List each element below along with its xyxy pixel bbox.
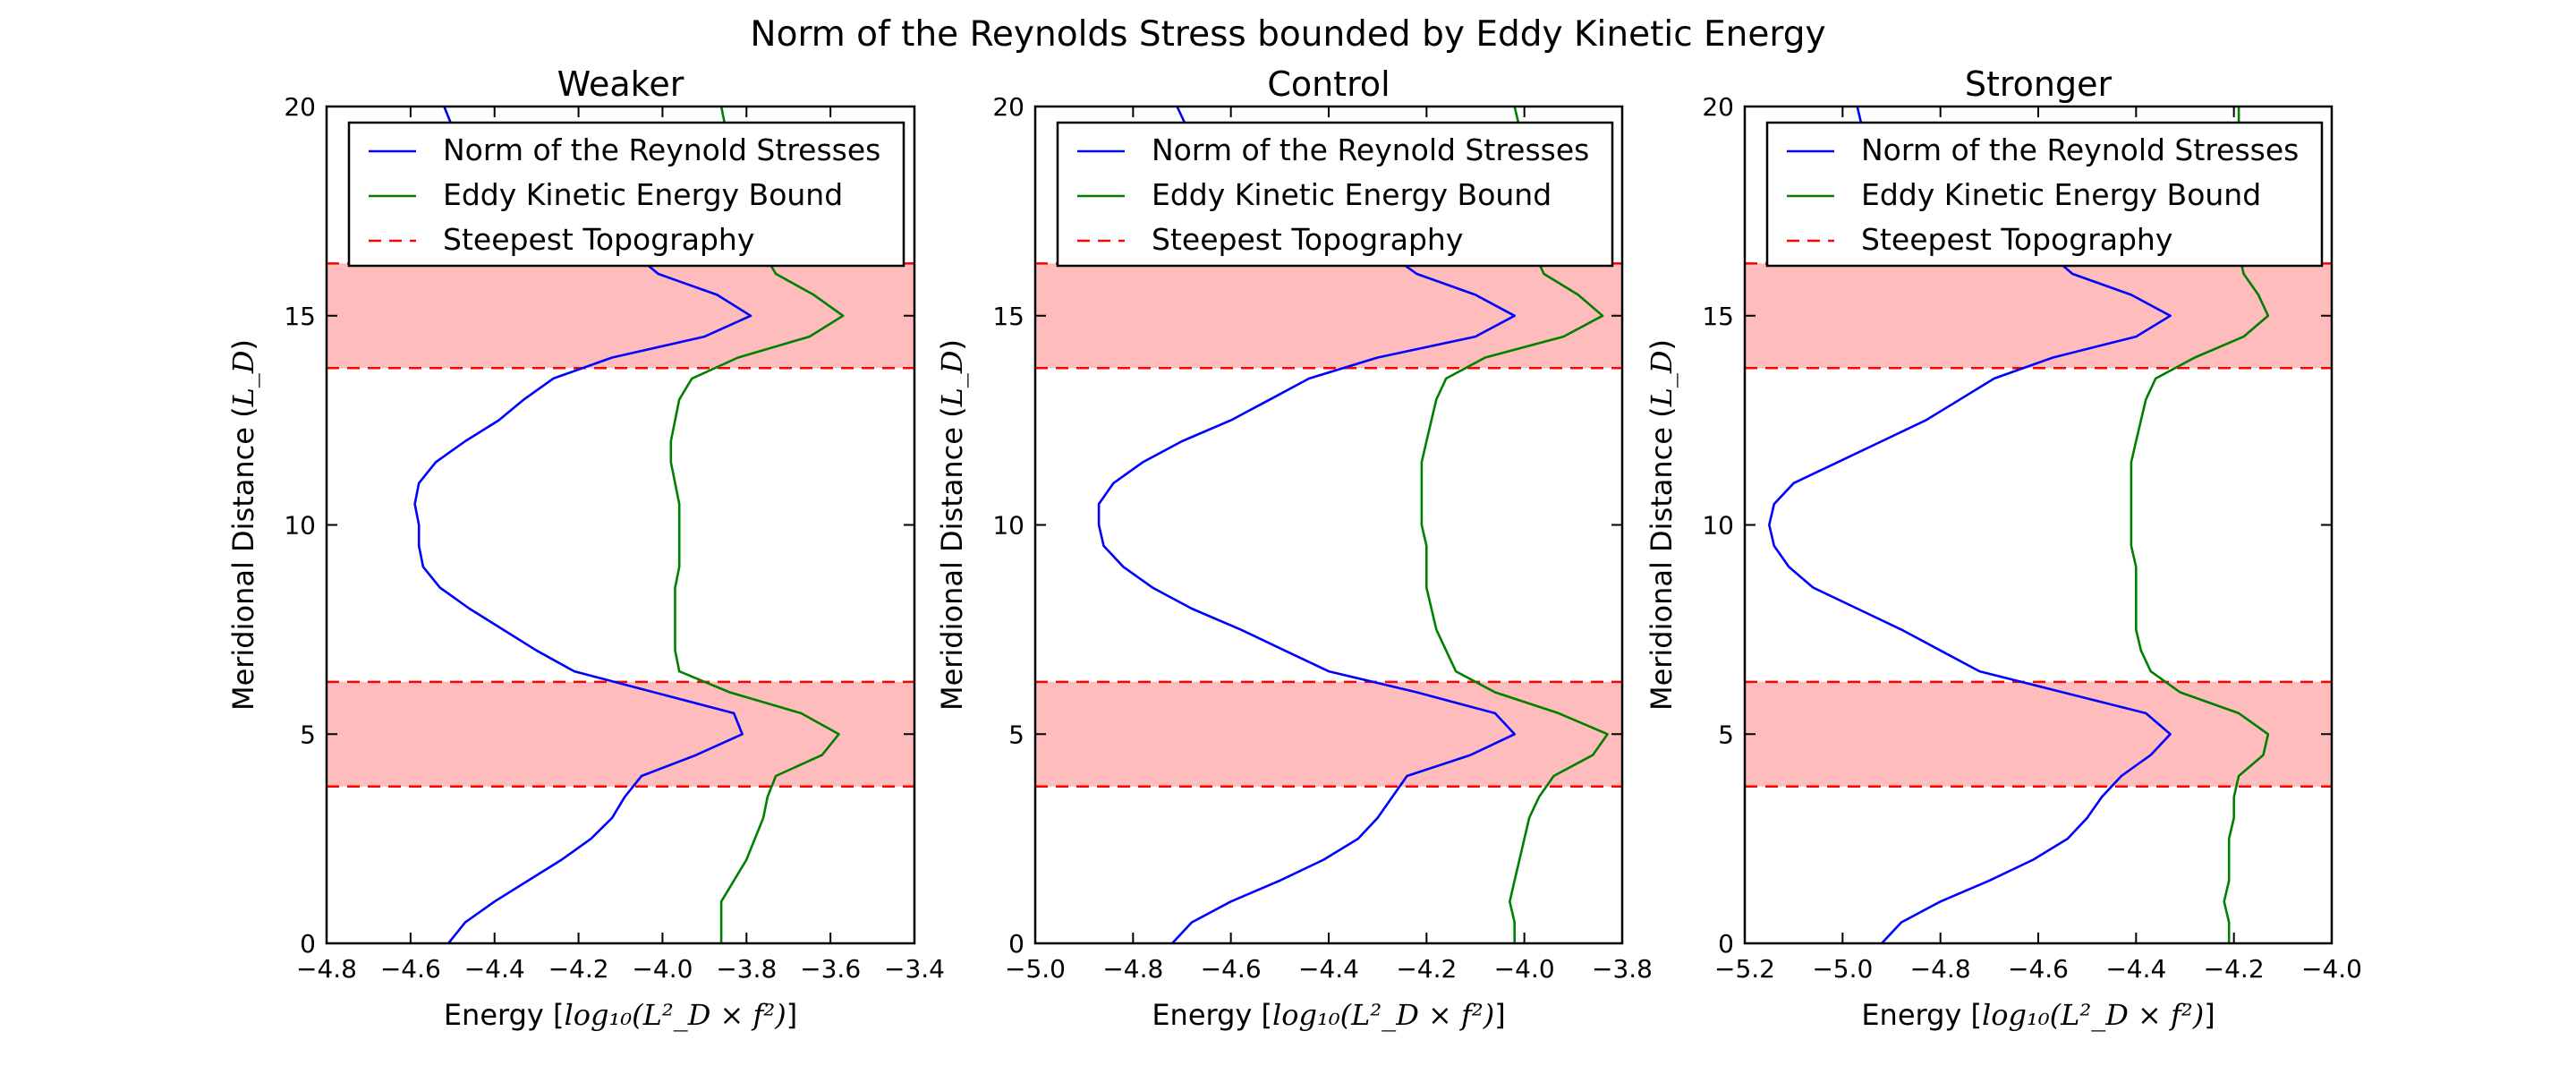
topography-band: [1035, 681, 1622, 787]
x-tick-label: −5.0: [1005, 954, 1066, 984]
x-tick-label: −4.8: [1102, 954, 1163, 984]
x-tick-label: −4.8: [296, 954, 357, 984]
topography-band: [327, 681, 914, 787]
y-tick-label: 15: [1702, 302, 1734, 331]
x-tick-label: −3.4: [884, 954, 945, 984]
legend: Norm of the Reynold Stresses Eddy Kinetic…: [1056, 121, 1614, 268]
y-tick-label: 15: [992, 302, 1024, 331]
x-tick-label: −4.2: [2204, 954, 2265, 984]
panel-title: Weaker: [557, 64, 684, 104]
x-axis-label: Energy [log₁₀(L²_D × f²)]: [1152, 998, 1505, 1032]
legend-label: Steepest Topography: [1861, 222, 2172, 257]
chart-panel-control: −5.0 −4.8 −4.6 −4.4 −4.2 −4.0 −3.8 0 5 10 15 20 Cont…: [935, 64, 1653, 1032]
x-tick-label: −4.6: [1201, 954, 1262, 984]
y-tick-label: 5: [300, 720, 316, 749]
x-tick-label: −4.4: [464, 954, 525, 984]
y-axis-label: Meridional Distance (L_D): [226, 339, 260, 711]
y-tick-label: 10: [284, 511, 316, 541]
y-tick-label: 20: [1702, 92, 1734, 122]
x-tick-label: −4.6: [2008, 954, 2069, 984]
x-tick-label: −5.0: [1812, 954, 1873, 984]
legend-label: Norm of the Reynold Stresses: [1861, 132, 2299, 167]
panel-title: Control: [1267, 64, 1390, 104]
legend-label: Eddy Kinetic Energy Bound: [443, 177, 843, 212]
y-tick-label: 5: [1008, 720, 1024, 749]
legend-label: Eddy Kinetic Energy Bound: [1861, 177, 2261, 212]
topography-band: [327, 263, 914, 369]
x-tick-label: −4.4: [1298, 954, 1359, 984]
x-axis-label: Energy [log₁₀(L²_D × f²)]: [1861, 998, 2215, 1032]
y-tick-label: 5: [1718, 720, 1734, 749]
x-axis-label: Energy [log₁₀(L²_D × f²)]: [444, 998, 797, 1032]
y-axis-label: Meridional Distance (L_D): [935, 339, 969, 711]
legend-label: Steepest Topography: [443, 222, 754, 257]
y-axis-label: Meridional Distance (L_D): [1645, 339, 1679, 711]
y-tick-label: 0: [1008, 929, 1024, 959]
legend: Norm of the Reynold Stresses Eddy Kinetic…: [1765, 121, 2324, 268]
chart-panel-weaker: −4.8 −4.6 −4.4 −4.2 −4.0 −3.8 −3.6 −3.4 0 5 10 15 20…: [226, 64, 945, 1032]
figure-title: Norm of the Reynolds Stress bounded by E…: [750, 14, 1826, 55]
legend-label: Steepest Topography: [1152, 222, 1463, 257]
topography-band: [1745, 263, 2332, 369]
y-tick-label: 0: [1718, 929, 1734, 959]
x-tick-label: −4.4: [2105, 954, 2166, 984]
x-tick-label: −4.8: [1910, 954, 1971, 984]
y-tick-label: 10: [992, 511, 1024, 541]
y-tick-label: 0: [300, 929, 316, 959]
x-tick-label: −4.0: [1494, 954, 1555, 984]
x-tick-label: −4.0: [2301, 954, 2362, 984]
legend-box: [347, 121, 905, 268]
y-tick-label: 20: [992, 92, 1024, 122]
x-tick-label: −5.2: [1714, 954, 1775, 984]
x-tick-label: −3.8: [716, 954, 777, 984]
y-tick-label: 20: [284, 92, 316, 122]
legend-box: [1765, 121, 2324, 268]
y-tick-label: 10: [1702, 511, 1734, 541]
legend-label: Eddy Kinetic Energy Bound: [1152, 177, 1552, 212]
x-tick-label: −4.0: [632, 954, 693, 984]
legend-label: Norm of the Reynold Stresses: [1152, 132, 1589, 167]
chart-panel-stronger: −5.2 −5.0 −4.8 −4.6 −4.4 −4.2 −4.0 0 5 10 15 20 Stro…: [1645, 64, 2362, 1032]
x-tick-label: −4.2: [548, 954, 609, 984]
legend: Norm of the Reynold Stresses Eddy Kinetic…: [347, 121, 905, 268]
y-tick-label: 15: [284, 302, 316, 331]
topography-band: [1745, 681, 2332, 787]
topography-band: [1035, 263, 1622, 369]
panel-title: Stronger: [1965, 64, 2113, 104]
x-tick-label: −4.2: [1396, 954, 1457, 984]
x-tick-label: −3.6: [800, 954, 861, 984]
x-tick-label: −4.6: [380, 954, 441, 984]
legend-label: Norm of the Reynold Stresses: [443, 132, 880, 167]
legend-box: [1056, 121, 1614, 268]
x-tick-label: −3.8: [1592, 954, 1653, 984]
